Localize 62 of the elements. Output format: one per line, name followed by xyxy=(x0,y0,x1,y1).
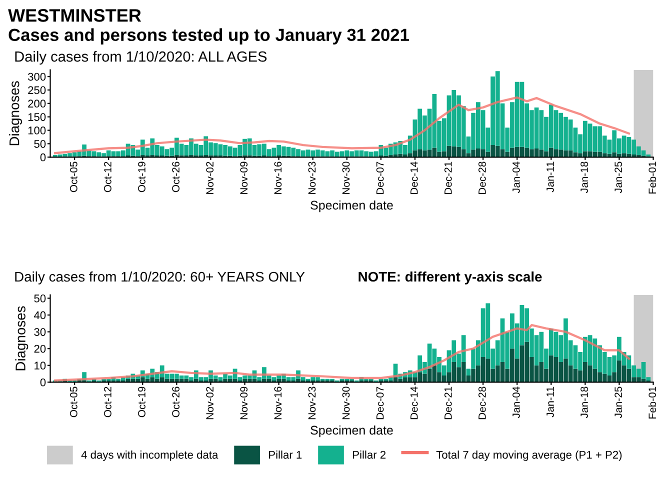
x-tick-label: Jan-11 xyxy=(546,162,554,192)
x-tick-label: Oct-19 xyxy=(138,162,146,192)
x-tick-label: Nov-09 xyxy=(240,162,248,194)
x-tick-label: Nov-23 xyxy=(308,162,316,194)
y-tick-label: 30 xyxy=(34,328,46,336)
legend-label: Pillar 2 xyxy=(353,450,386,459)
x-tick-label: Dec-07 xyxy=(376,162,384,194)
x-tick-label: Nov-16 xyxy=(274,386,282,420)
x-tick-label: Jan-25 xyxy=(614,162,622,193)
x-tick-label: Jan-04 xyxy=(512,162,520,193)
legend-label: Total 7 day moving average (P1 + P2) xyxy=(436,450,622,461)
y-tick-label: 0 xyxy=(40,153,46,162)
x-tick-label: Oct-12 xyxy=(104,386,112,418)
x-tick-label: Oct-05 xyxy=(70,162,78,192)
x-tick-label: Jan-11 xyxy=(546,386,554,418)
x-axis-title: Specimen date xyxy=(310,425,393,438)
x-tick-label: Dec-28 xyxy=(478,162,486,194)
x-tick-label: Dec-21 xyxy=(444,162,452,194)
x-tick-label: Jan-25 xyxy=(614,386,622,418)
x-tick-label: Oct-05 xyxy=(70,386,78,418)
chart-subtitle: Cases and persons tested up to January 31 2021 xyxy=(8,28,409,44)
text: Daily cases from 1/10/2020: ALL AGES xyxy=(15,51,267,65)
x-tick-label: Nov-02 xyxy=(206,162,214,194)
y-axis-title: Diagnoses xyxy=(15,306,28,370)
legend-label: Pillar 1 xyxy=(269,450,302,459)
y-tick-label: 10 xyxy=(34,362,46,370)
x-tick-label: Jan-04 xyxy=(512,386,520,418)
y-tick-label: 50 xyxy=(34,140,46,148)
y-tick-label: 50 xyxy=(34,294,46,302)
y-axis-title: Diagnoses xyxy=(9,81,22,146)
x-tick-label: Oct-12 xyxy=(104,162,112,192)
x-tick-label: Oct-19 xyxy=(138,386,146,418)
y-tick-label: 250 xyxy=(28,86,46,94)
x-tick-label: Nov-30 xyxy=(342,162,350,194)
x-tick-label: Dec-07 xyxy=(376,386,384,420)
x-tick-label: Nov-30 xyxy=(342,386,350,420)
x-tick-label: Oct-26 xyxy=(172,162,180,192)
x-tick-label: Nov-09 xyxy=(240,386,248,420)
x-axis-title: Specimen date xyxy=(310,200,393,212)
x-tick-label: Dec-28 xyxy=(478,386,486,420)
text: NOTE: different y-axis scale xyxy=(358,271,542,284)
chart-title: Daily cases from 1/10/2020: 60+ YEARS ONLY xyxy=(15,271,305,284)
x-tick-label: Dec-14 xyxy=(410,386,418,420)
x-tick-label: Nov-16 xyxy=(274,162,282,194)
x-tick-label: Oct-26 xyxy=(172,386,180,418)
x-tick-label: Feb-01 xyxy=(648,162,656,194)
x-tick-label: Dec-21 xyxy=(444,386,452,420)
legend-label: 4 days with incomplete data xyxy=(81,450,218,461)
y-tick-label: 20 xyxy=(34,344,46,353)
y-tick-label: 100 xyxy=(28,126,46,134)
x-tick-label: Jan-18 xyxy=(580,386,588,418)
y-tick-label: 150 xyxy=(28,113,46,121)
x-tick-label: Nov-23 xyxy=(308,386,316,420)
chart-title: WESTMINSTER xyxy=(8,9,142,22)
y-tick-label: 300 xyxy=(28,72,46,81)
x-tick-label: Feb-01 xyxy=(648,386,656,418)
x-tick-label: Dec-14 xyxy=(410,162,418,194)
x-tick-label: Nov-02 xyxy=(206,386,214,420)
y-tick-label: 40 xyxy=(34,311,46,320)
x-tick-label: Jan-18 xyxy=(580,162,588,193)
y-tick-label: 200 xyxy=(28,100,46,108)
y-tick-label: 0 xyxy=(40,378,46,386)
